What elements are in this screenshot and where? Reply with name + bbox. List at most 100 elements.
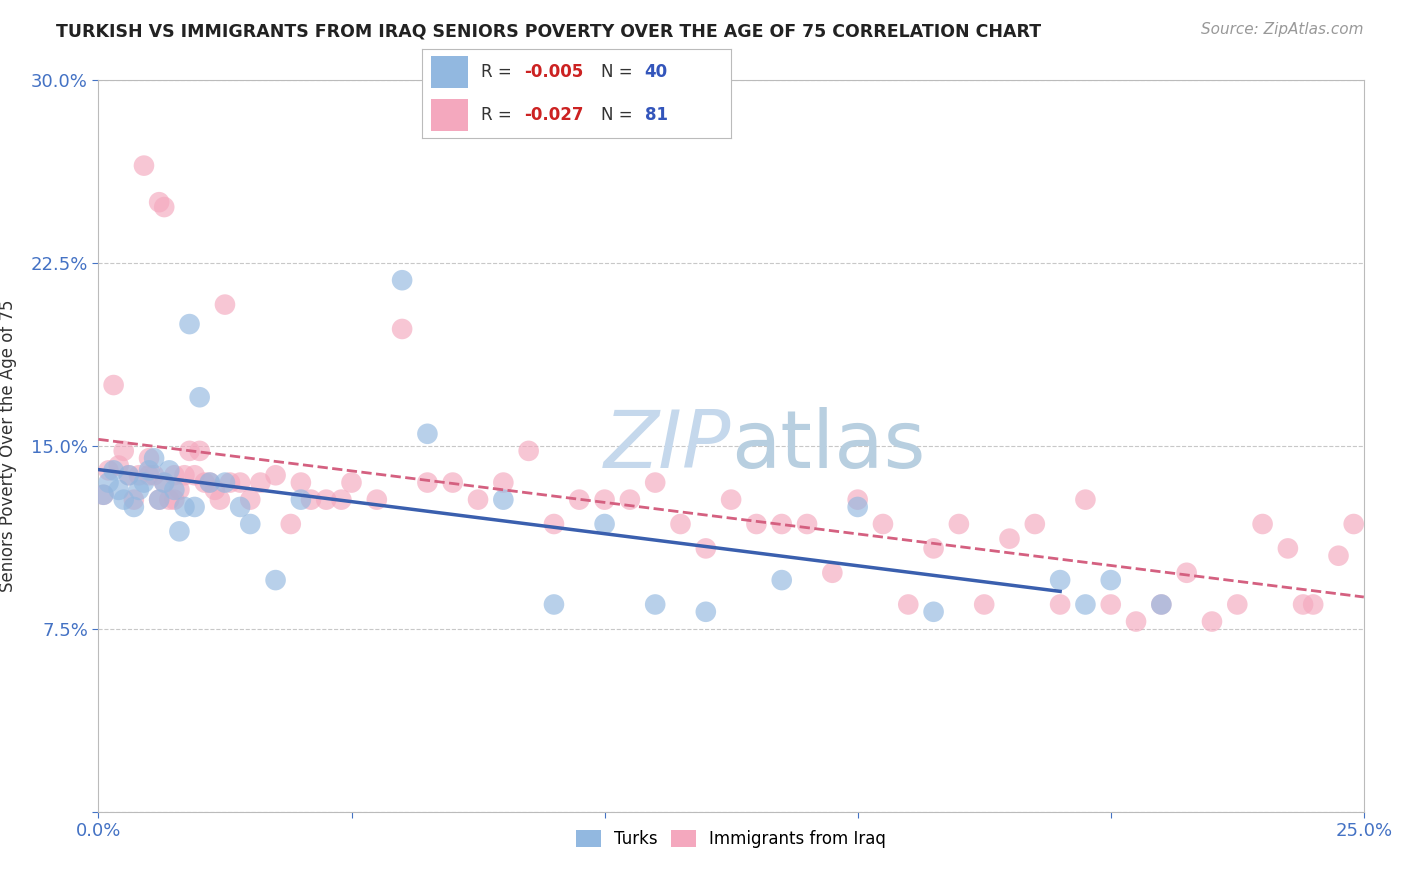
Point [669,516,692,531]
Point [593,516,616,531]
Point [619,492,641,507]
Point [299,492,322,507]
Point [770,516,793,531]
Point [143,468,166,483]
Point [330,492,353,507]
Text: -0.027: -0.027 [524,106,583,124]
Point [112,492,135,507]
Point [122,500,145,514]
Point [153,475,176,490]
Bar [432,56,468,88]
Point [922,541,945,556]
Point [872,516,894,531]
Point [229,500,252,514]
Point [122,492,145,507]
Point [264,468,287,483]
Point [568,492,591,507]
Point [239,516,262,531]
Text: N =: N = [602,63,638,81]
Point [796,516,818,531]
Text: ZIP: ZIP [603,407,731,485]
Point [112,443,135,458]
Point [695,541,717,556]
Point [973,598,995,612]
Point [280,516,302,531]
Point [103,378,125,392]
Point [179,443,201,458]
Point [492,492,515,507]
Point [128,468,150,483]
Point [821,566,844,580]
Point [229,475,252,490]
Point [93,488,115,502]
Point [138,468,160,483]
Point [492,475,515,490]
Point [1343,516,1365,531]
Point [1175,566,1198,580]
Point [198,475,221,490]
Point [219,475,242,490]
Point [179,317,201,331]
Point [163,483,186,497]
Point [153,200,176,214]
Point [153,475,176,490]
Point [107,458,129,473]
Point [97,463,120,477]
Point [1302,598,1324,612]
Point [897,598,920,612]
Point [163,492,186,507]
Point [644,598,666,612]
Point [132,475,155,490]
Text: R =: R = [481,63,516,81]
Point [1150,598,1173,612]
Point [1024,516,1046,531]
Text: TURKISH VS IMMIGRANTS FROM IRAQ SENIORS POVERTY OVER THE AGE OF 75 CORRELATION C: TURKISH VS IMMIGRANTS FROM IRAQ SENIORS … [56,22,1042,40]
Point [1049,598,1071,612]
Point [593,492,616,507]
Point [770,573,793,587]
Point [846,492,869,507]
Point [1292,598,1315,612]
Point [391,273,413,287]
Point [1226,598,1249,612]
Point [1150,598,1173,612]
Point [163,468,186,483]
Point [1251,516,1274,531]
Point [157,463,180,477]
Text: N =: N = [602,106,638,124]
Point [239,492,262,507]
Point [214,297,236,311]
Point [138,451,160,466]
Point [198,475,221,490]
Point [143,451,166,466]
Point [416,426,439,441]
Point [1099,573,1122,587]
Point [148,492,170,507]
Point [695,605,717,619]
Point [118,468,141,483]
Point [97,475,120,490]
Point [340,475,363,490]
Point [169,524,191,539]
Point [517,443,540,458]
Point [169,483,191,497]
Point [194,475,217,490]
Point [264,573,287,587]
Point [1125,615,1147,629]
Point [214,475,236,490]
Point [132,159,155,173]
Text: -0.005: -0.005 [524,63,583,81]
Point [720,492,742,507]
Legend: Turks, Immigrants from Iraq: Turks, Immigrants from Iraq [569,823,893,855]
Point [290,475,312,490]
Text: R =: R = [481,106,516,124]
Point [543,516,565,531]
Point [1201,615,1223,629]
Point [846,500,869,514]
Point [1327,549,1350,563]
Point [138,463,160,477]
Point [1049,573,1071,587]
Text: Source: ZipAtlas.com: Source: ZipAtlas.com [1201,22,1364,37]
Point [467,492,489,507]
Point [441,475,464,490]
